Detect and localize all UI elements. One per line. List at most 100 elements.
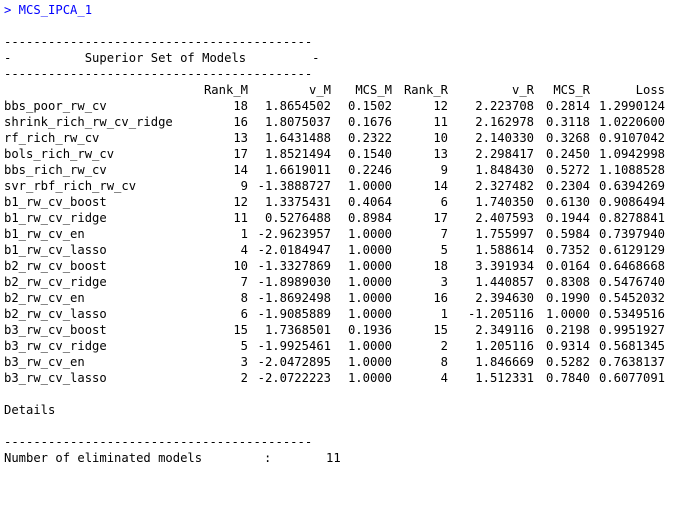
- cell-model-name: b2_rw_cv_ridge: [4, 275, 107, 289]
- cell-loss: 0.5452032: [598, 291, 665, 305]
- separator-mid: ----------------------------------------…: [4, 67, 313, 81]
- cell-v-r: 1.848430: [475, 163, 534, 177]
- cell-rank-m: 11: [233, 211, 248, 225]
- cell-loss: 0.8278841: [598, 211, 665, 225]
- cell-model-name: svr_rbf_rich_rw_cv: [4, 179, 137, 193]
- cell-model-name: b1_rw_cv_en: [4, 227, 85, 241]
- table-row: b2_rw_cv_ridge 7 -1.8989030 1.0000 3 1.440857…: [4, 274, 674, 290]
- table-row: b2_rw_cv_lasso 6 -1.9085889 1.0000 1 -1.20511…: [4, 306, 674, 322]
- cell-loss: 0.9086494: [598, 195, 665, 209]
- cell-rank-m: 14: [233, 163, 248, 177]
- cell-model-name: b2_rw_cv_lasso: [4, 307, 107, 321]
- eliminated-models-line: Number of eliminated models : 11: [4, 450, 674, 466]
- cell-v-m: 1.8521494: [264, 147, 331, 161]
- cell-rank-m: 17: [233, 147, 248, 161]
- separator-details: ----------------------------------------…: [4, 435, 313, 449]
- cell-rank-r: 7: [440, 227, 448, 241]
- cell-rank-r: 14: [433, 179, 448, 193]
- cell-v-r: 2.349116: [475, 323, 534, 337]
- cell-mcs-m: 1.0000: [347, 227, 392, 241]
- cell-rank-m: 9: [240, 179, 248, 193]
- cell-loss: 1.2990124: [598, 99, 665, 113]
- cell-rank-r: 17: [433, 211, 448, 225]
- eliminated-models-colon: :: [264, 451, 272, 465]
- cell-rank-r: 8: [440, 355, 448, 369]
- details-heading: Details: [4, 403, 56, 417]
- blank-line: [4, 18, 674, 34]
- cell-model-name: b3_rw_cv_lasso: [4, 371, 107, 385]
- cell-rank-m: 12: [233, 195, 248, 209]
- cell-v-r: 2.407593: [475, 211, 534, 225]
- cell-mcs-m: 0.1540: [347, 147, 392, 161]
- cell-loss: 0.6129129: [598, 243, 665, 257]
- r-console-output: > MCS_IPCA_1 ---------------------------…: [4, 2, 674, 466]
- cell-mcs-m: 0.1502: [347, 99, 392, 113]
- cell-loss: 0.5681345: [598, 339, 665, 353]
- cell-rank-r: 15: [433, 323, 448, 337]
- cell-v-m: 0.5276488: [264, 211, 331, 225]
- cell-model-name: b1_rw_cv_ridge: [4, 211, 107, 225]
- cell-mcs-r: 0.7352: [545, 243, 590, 257]
- console-prompt-command: > MCS_IPCA_1: [4, 3, 93, 17]
- eliminated-models-value: 11: [326, 451, 341, 465]
- cell-rank-r: 1: [440, 307, 448, 321]
- table-row: b3_rw_cv_ridge 5 -1.9925461 1.0000 2 1.205116…: [4, 338, 674, 354]
- cell-mcs-r: 0.9314: [545, 339, 590, 353]
- cell-model-name: bbs_poor_rw_cv: [4, 99, 107, 113]
- cell-rank-m: 15: [233, 323, 248, 337]
- cell-model-name: b2_rw_cv_boost: [4, 259, 107, 273]
- cell-loss: 0.5476740: [598, 275, 665, 289]
- table-row: bbs_poor_rw_cv 18 1.8654502 0.1502 12 2.22370…: [4, 98, 674, 114]
- cell-rank-r: 16: [433, 291, 448, 305]
- cell-v-r: 1.512331: [475, 371, 534, 385]
- cell-v-m: 1.8654502: [264, 99, 331, 113]
- cell-model-name: bbs_rich_rw_cv: [4, 163, 107, 177]
- cell-mcs-r: 0.5984: [545, 227, 590, 241]
- cell-rank-r: 10: [433, 131, 448, 145]
- cell-model-name: rf_rich_rw_cv: [4, 131, 100, 145]
- cell-v-m: -1.9925461: [257, 339, 331, 353]
- cell-v-r: 3.391934: [475, 259, 534, 273]
- table-row: b1_rw_cv_boost 12 1.3375431 0.4064 6 1.740350…: [4, 194, 674, 210]
- cell-v-m: 1.7368501: [264, 323, 331, 337]
- cell-mcs-m: 1.0000: [347, 371, 392, 385]
- cell-mcs-r: 0.7840: [545, 371, 590, 385]
- cell-mcs-r: 0.2450: [545, 147, 590, 161]
- cell-mcs-m: 1.0000: [347, 243, 392, 257]
- cell-v-r: 1.846669: [475, 355, 534, 369]
- cell-rank-r: 13: [433, 147, 448, 161]
- cell-v-r: 2.394630: [475, 291, 534, 305]
- table-row: b2_rw_cv_boost 10 -1.3327869 1.0000 18 3.3919…: [4, 258, 674, 274]
- cell-mcs-r: 0.2304: [545, 179, 590, 193]
- cell-mcs-m: 0.8984: [347, 211, 392, 225]
- table-row: b2_rw_cv_en 8 -1.8692498 1.0000 16 2.394630 0.…: [4, 290, 674, 306]
- cell-v-m: 1.3375431: [264, 195, 331, 209]
- cell-mcs-m: 1.0000: [347, 275, 392, 289]
- cell-rank-m: 5: [240, 339, 248, 353]
- separator-top: ----------------------------------------…: [4, 35, 313, 49]
- table-row: b1_rw_cv_ridge 11 0.5276488 0.8984 17 2.40759…: [4, 210, 674, 226]
- cell-loss: 1.0942998: [598, 147, 665, 161]
- cell-mcs-r: 0.2198: [545, 323, 590, 337]
- table-row: b3_rw_cv_en 3 -2.0472895 1.0000 8 1.846669 0.5…: [4, 354, 674, 370]
- cell-rank-m: 2: [240, 371, 248, 385]
- cell-v-r: -1.205116: [467, 307, 534, 321]
- cell-v-r: 2.223708: [475, 99, 534, 113]
- cell-v-r: 2.298417: [475, 147, 534, 161]
- blank-line: [4, 418, 674, 434]
- cell-v-r: 1.440857: [475, 275, 534, 289]
- table-row: rf_rich_rw_cv 13 1.6431488 0.2322 10 2.140330…: [4, 130, 674, 146]
- column-header-row: Rank_M v_M MCS_M Rank_R v_R MCS_R Loss: [4, 82, 674, 98]
- table-row: bols_rich_rw_cv 17 1.8521494 0.1540 13 2.2984…: [4, 146, 674, 162]
- table-title: - Superior Set of Models -: [4, 51, 320, 65]
- cell-rank-m: 8: [240, 291, 248, 305]
- cell-mcs-m: 1.0000: [347, 339, 392, 353]
- col-header-v-r: v_R: [511, 83, 534, 97]
- cell-v-m: -2.0184947: [257, 243, 331, 257]
- eliminated-models-label: Number of eliminated models: [4, 451, 203, 465]
- cell-mcs-m: 0.4064: [347, 195, 392, 209]
- cell-v-m: 1.6619011: [264, 163, 331, 177]
- cell-rank-m: 18: [233, 99, 248, 113]
- cell-model-name: b2_rw_cv_en: [4, 291, 85, 305]
- table-row: b1_rw_cv_en 1 -2.9623957 1.0000 7 1.755997 0.5…: [4, 226, 674, 242]
